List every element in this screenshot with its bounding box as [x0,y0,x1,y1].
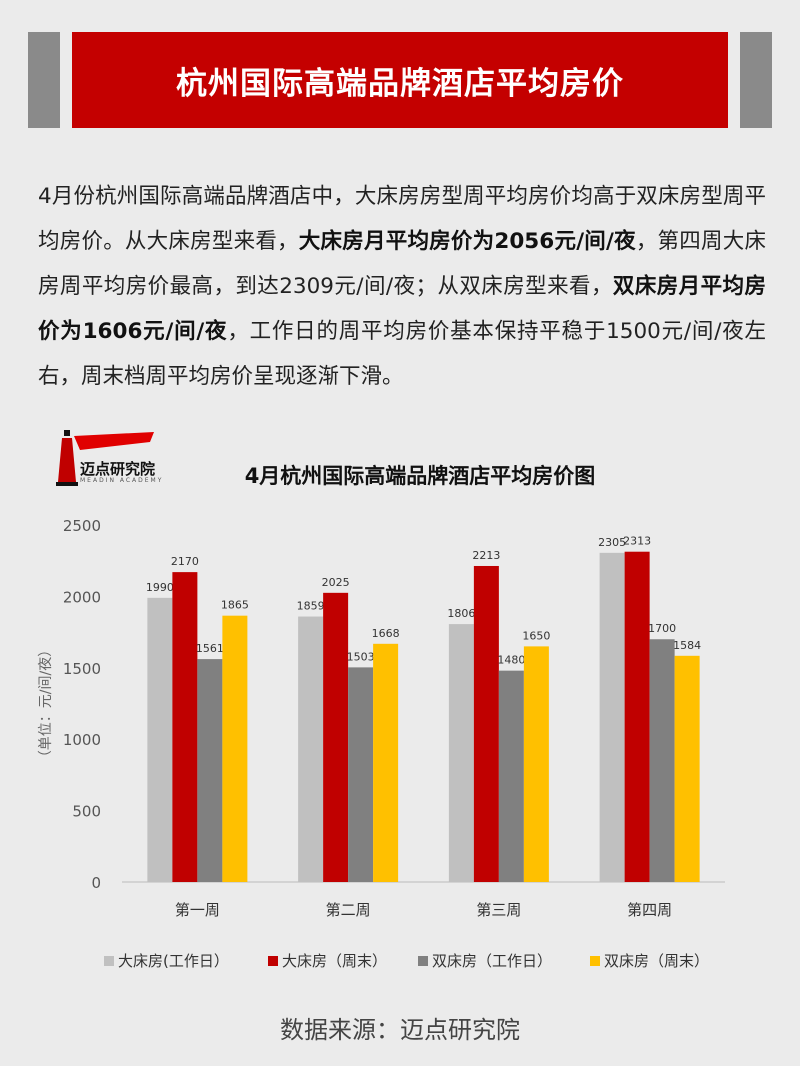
intro-paragraph: 4月份杭州国际高端品牌酒店中，大床房房型周平均房价均高于双床房型周平均房价。从大… [38,174,766,399]
y-axis-label: （单位：元/间/夜） [38,643,54,764]
bar [649,639,675,882]
bar [624,551,650,882]
intro-text-1: 4月份杭州国际高端品牌酒店中，大床房房型周平均房价均高于双床房型周平均房价。从大… [38,184,766,254]
chart-title: 4月杭州国际高端品牌酒店平均房价图 [244,464,596,488]
data-label: 2313 [623,535,651,548]
y-tick-label: 2000 [63,588,101,606]
legend-label: 双床房（工作日） [432,952,552,970]
page-title: 杭州国际高端品牌酒店平均房价 [72,32,728,128]
x-tick-label: 第四周 [627,901,672,919]
y-tick-label: 0 [91,874,101,892]
data-source: 数据来源：迈点研究院 [280,1016,520,1044]
y-tick-label: 500 [72,803,101,821]
data-label: 2213 [472,549,500,562]
data-label: 1480 [497,654,525,667]
legend-label: 大床房（周末） [282,952,387,970]
bar [523,646,549,882]
bar [448,624,474,882]
data-label: 2025 [322,576,350,589]
bar [473,565,499,882]
x-tick-label: 第一周 [175,901,220,919]
title-side-right [740,32,772,128]
logo-subtitle: MEADIN ACADEMY [80,477,164,484]
bar [222,615,248,882]
bar [298,616,324,882]
bar [348,667,374,882]
y-tick-label: 2500 [63,517,101,535]
data-label: 1865 [221,599,249,612]
x-tick-label: 第三周 [476,901,521,919]
data-label: 1806 [447,607,475,620]
x-tick-label: 第二周 [326,901,371,919]
intro-text-2: ，第四周大床房周平均房价最高，到达2309元/间/夜；从双床房型来看， [38,229,766,299]
legend-swatch [268,956,278,966]
bar [674,655,700,882]
bar-chart: 0 500 1000 1500 2000 2500 （单位：元/间/夜） 1990 2170 15… [38,517,725,970]
bar [498,670,524,882]
bar [323,592,349,882]
data-label: 1503 [347,650,375,663]
data-label: 1650 [522,629,550,642]
legend-label: 大床房(工作日） [118,952,229,970]
logo-name: 迈点研究院 [80,460,156,478]
data-label: 1990 [146,581,174,594]
title-bar: 杭州国际高端品牌酒店平均房价 [0,32,800,128]
data-label: 1859 [297,600,325,613]
legend-swatch [590,956,600,966]
intro-highlight-2: 双床房月平均房价为1606元/间/夜 [38,274,766,344]
bar [599,552,625,882]
data-label: 2305 [598,536,626,549]
bar [172,572,198,882]
y-tick-label: 1000 [63,731,101,749]
bar [373,643,399,882]
data-label: 2170 [171,555,199,568]
data-label: 1561 [196,642,224,655]
y-tick-label: 1500 [63,660,101,678]
intro-highlight-1: 大床房月平均房价为2056元/间/夜 [298,229,636,254]
lighthouse-logo-icon [56,430,154,486]
legend-label: 双床房（周末） [604,952,709,970]
bar [147,597,173,882]
legend-swatch [418,956,428,966]
data-label: 1668 [372,627,400,640]
intro-text-3: ，工作日的周平均房价基本保持平稳于1500元/间/夜左右，周末档周平均房价呈现逐… [38,319,766,389]
title-side-left [28,32,60,128]
legend-swatch [104,956,114,966]
data-label: 1584 [673,639,701,652]
bar [197,659,223,882]
data-label: 1700 [648,622,676,635]
